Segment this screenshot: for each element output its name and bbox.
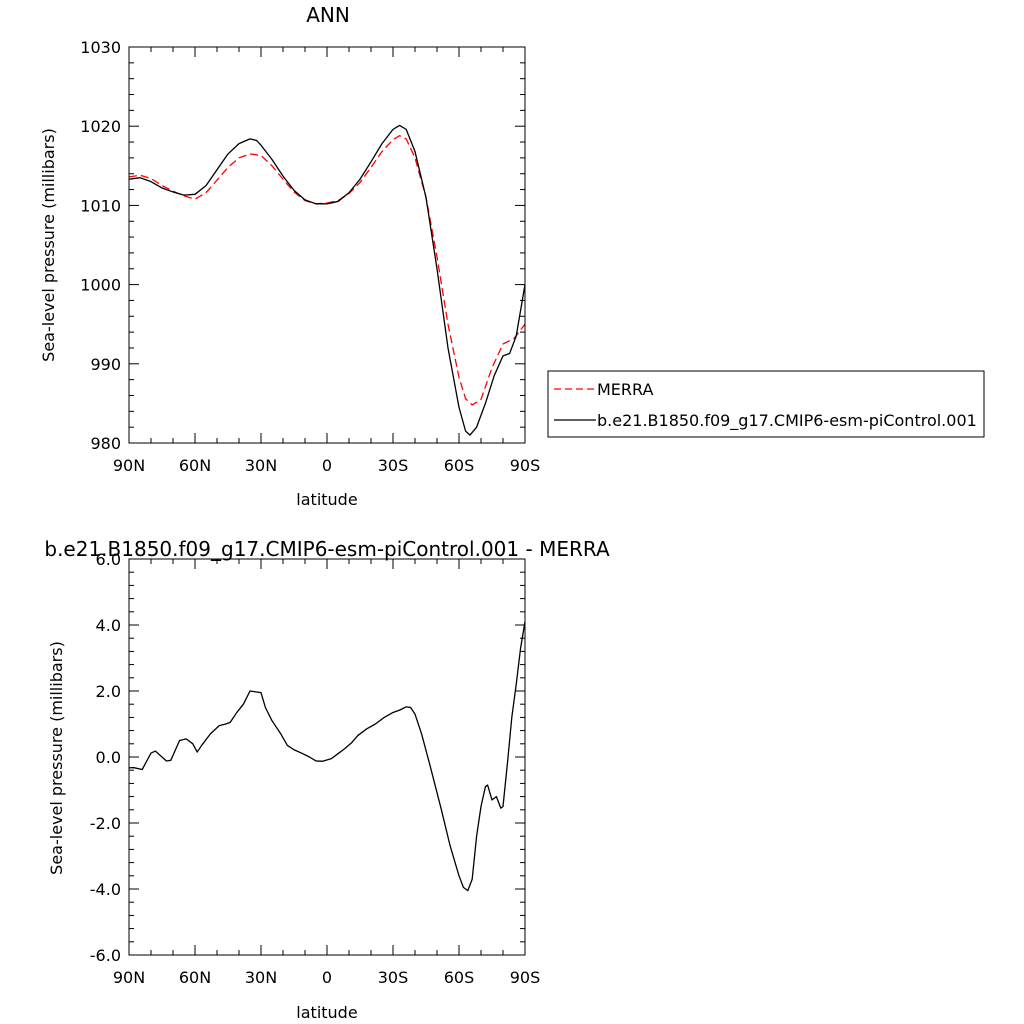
y-tick-label: -2.0	[90, 814, 121, 833]
tick-marks	[128, 558, 526, 956]
y-tick-label: -6.0	[90, 946, 121, 965]
y-axis-label: Sea-level pressure (millibars)	[47, 641, 66, 875]
x-tick-label: 60N	[179, 456, 211, 475]
series-line	[128, 621, 526, 892]
x-tick-label: 90N	[113, 968, 145, 987]
y-tick-label: 980	[90, 434, 121, 453]
y-tick-label: 2.0	[96, 682, 121, 701]
x-tick-label: 90S	[510, 456, 541, 475]
y-axis-label: Sea-level pressure (millibars)	[39, 128, 58, 362]
x-tick-label: 60S	[444, 456, 475, 475]
tick-labels: 90N 60N 30N 0 30S 60S 90S -6.0 -4.0 -2.0 0.0 2.0 4.0…	[90, 550, 540, 987]
y-tick-label: 0.0	[96, 748, 121, 767]
series-line	[128, 135, 526, 406]
series-line	[128, 124, 526, 436]
x-axis-label: latitude	[296, 490, 357, 509]
y-tick-label: 1030	[80, 38, 121, 57]
y-tick-label: 6.0	[96, 550, 121, 569]
x-axis-label: latitude	[296, 1003, 357, 1022]
y-tick-label: 4.0	[96, 616, 121, 635]
y-tick-label: -4.0	[90, 880, 121, 899]
legend-label-merra: MERRA	[597, 380, 654, 399]
x-tick-label: 30N	[245, 968, 277, 987]
plot-frame	[128, 46, 526, 444]
legend-label-model: b.e21.B1850.f09_g17.CMIP6-esm-piControl.…	[597, 411, 977, 431]
tick-labels: 90N 60N 30N 0 30S 60S 90S 980 990 1000 1010 1020 103…	[80, 38, 540, 475]
y-tick-label: 1000	[80, 276, 121, 295]
x-tick-label: 30S	[378, 456, 409, 475]
x-tick-label: 30N	[245, 456, 277, 475]
x-tick-label: 90S	[510, 968, 541, 987]
legend: MERRA b.e21.B1850.f09_g17.CMIP6-esm-piCo…	[547, 370, 985, 438]
x-tick-label: 60N	[179, 968, 211, 987]
y-tick-label: 1020	[80, 117, 121, 136]
plot-frame	[128, 558, 526, 956]
x-tick-label: 90N	[113, 456, 145, 475]
chart-bottom: b.e21.B1850.f09_g17.CMIP6-esm-piControl.…	[44, 537, 610, 1022]
legend-box	[547, 370, 985, 438]
tick-marks	[128, 46, 526, 444]
chart-title: ANN	[306, 3, 350, 27]
series-lines	[128, 621, 526, 892]
y-tick-label: 1010	[80, 196, 121, 215]
chart-top: ANN latitude Sea-level pressure (milliba…	[39, 3, 985, 509]
x-tick-label: 0	[322, 968, 332, 987]
y-tick-label: 990	[90, 355, 121, 374]
x-tick-label: 30S	[378, 968, 409, 987]
series-lines	[128, 124, 526, 436]
chart-title: b.e21.B1850.f09_g17.CMIP6-esm-piControl.…	[44, 537, 610, 561]
x-tick-label: 0	[322, 456, 332, 475]
x-tick-label: 60S	[444, 968, 475, 987]
